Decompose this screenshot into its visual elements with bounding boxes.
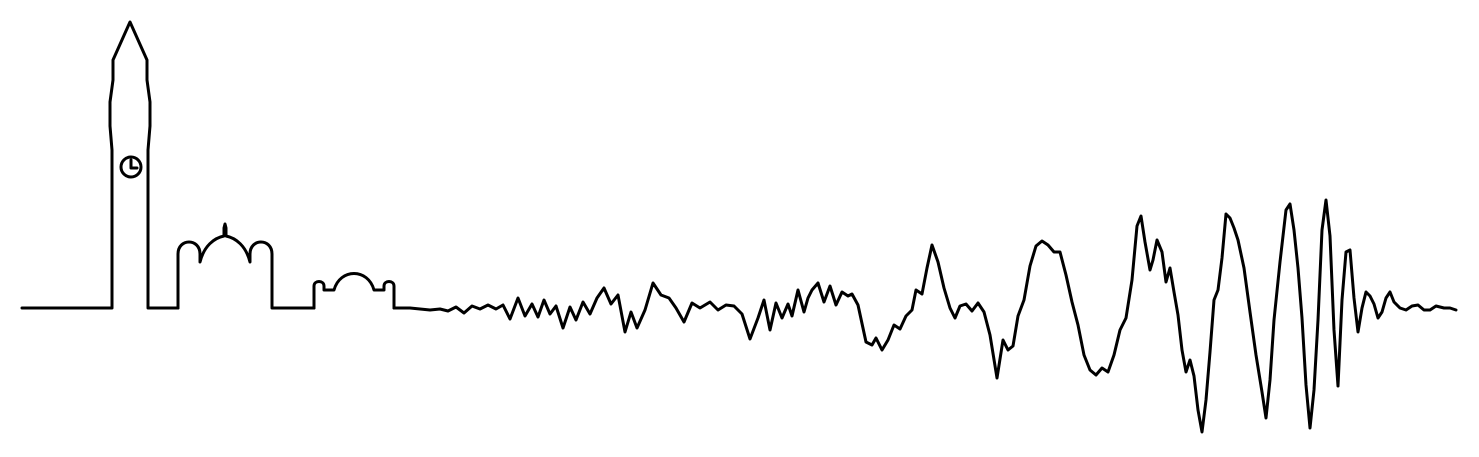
clock-hands [129, 158, 139, 170]
seismic-waveform [392, 198, 1458, 434]
clock-icon [119, 155, 143, 179]
small-domed-building [312, 272, 396, 310]
clock-face [119, 155, 143, 179]
skyline-group [20, 20, 396, 310]
clock-tower [20, 20, 180, 310]
domed-building [176, 222, 316, 310]
